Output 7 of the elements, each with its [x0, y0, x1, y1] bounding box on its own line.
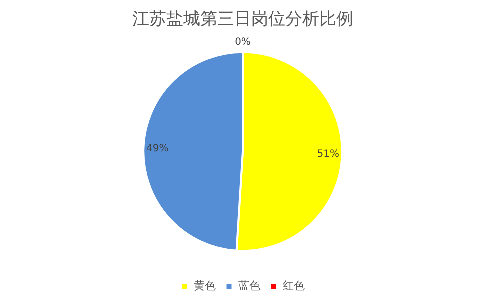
- data-label: 49%: [146, 144, 169, 155]
- chart-title: 江苏盐城第三日岗位分析比例: [132, 10, 354, 30]
- legend-label: 蓝色: [238, 279, 260, 292]
- legend-label: 红色: [282, 279, 305, 292]
- legend-label: 黄色: [194, 279, 216, 292]
- text: 0%: [235, 36, 251, 48]
- data-label: 51%: [317, 148, 340, 160]
